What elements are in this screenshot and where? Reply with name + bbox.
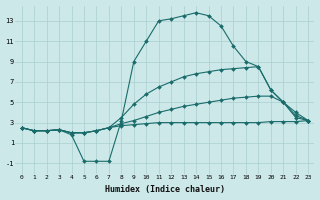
X-axis label: Humidex (Indice chaleur): Humidex (Indice chaleur)	[105, 185, 225, 194]
